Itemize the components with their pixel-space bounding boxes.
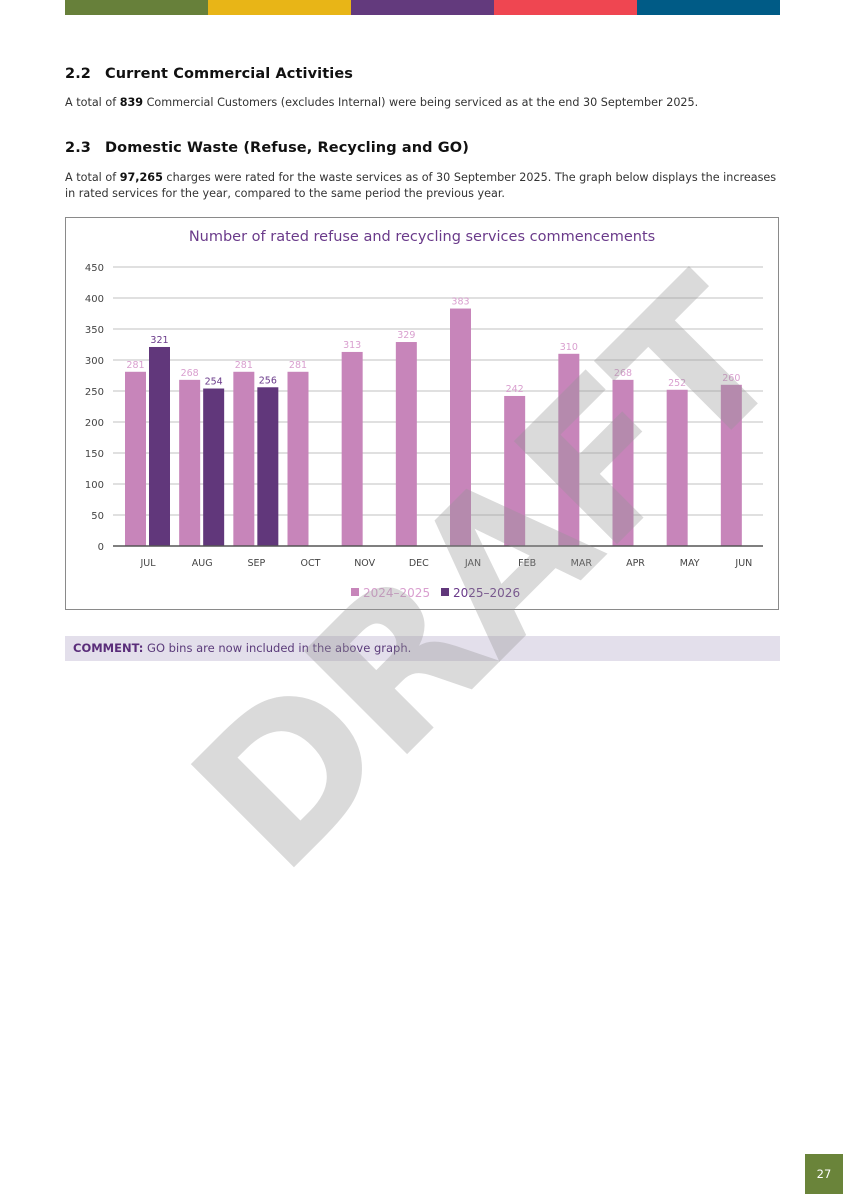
x-tick-label: JAN bbox=[464, 558, 481, 569]
data-label: 281 bbox=[235, 360, 253, 371]
comment-text: GO bins are now included in the above gr… bbox=[143, 641, 412, 655]
y-tick-label: 200 bbox=[85, 418, 104, 429]
comment-box: COMMENT: GO bins are now included in the… bbox=[65, 636, 780, 661]
bar-20242025-aug bbox=[179, 379, 201, 546]
section-number: 2.2 bbox=[65, 66, 91, 82]
customer-count: 839 bbox=[119, 96, 144, 109]
legend-label: 2025–2026 bbox=[453, 586, 520, 600]
charges-count: 97,265 bbox=[119, 171, 163, 184]
x-tick-label: MAR bbox=[571, 558, 593, 569]
x-tick-label: SEP bbox=[247, 558, 265, 569]
section-title: Domestic Waste (Refuse, Recycling and GO… bbox=[105, 140, 469, 156]
bar-20242025-feb bbox=[504, 395, 526, 546]
x-tick-label: NOV bbox=[354, 558, 375, 569]
x-tick-label: AUG bbox=[192, 558, 213, 569]
section-heading-2-2: 2.2 Current Commercial Activities bbox=[65, 66, 353, 82]
bar-20242025-apr bbox=[612, 379, 634, 546]
x-tick-label: DEC bbox=[409, 558, 429, 569]
chart-plot-area: 0 50 100 150 200 250 300 350 400 450 281 321 JUL 268 2… bbox=[85, 263, 763, 600]
bar-20242025-mar bbox=[558, 353, 580, 546]
bar-chart: Number of rated refuse and recycling ser… bbox=[65, 217, 779, 610]
bar-20242025-jun bbox=[720, 384, 742, 546]
color-bar-segment bbox=[637, 0, 780, 15]
paragraph-text: A total of bbox=[65, 171, 120, 184]
bar-20252026-sep bbox=[257, 387, 279, 546]
y-tick-label: 100 bbox=[85, 480, 104, 491]
legend-swatch bbox=[441, 588, 449, 596]
section-title: Current Commercial Activities bbox=[105, 66, 353, 82]
data-label: 281 bbox=[126, 360, 144, 371]
y-tick-label: 250 bbox=[85, 387, 104, 398]
bar-20252026-jul bbox=[149, 346, 170, 546]
data-label: 268 bbox=[614, 368, 632, 379]
bar-20242025-nov bbox=[341, 351, 363, 546]
section-number: 2.3 bbox=[65, 140, 91, 156]
comment-label: COMMENT: bbox=[73, 641, 144, 655]
y-tick-label: 400 bbox=[85, 294, 104, 305]
data-label: 252 bbox=[668, 378, 686, 389]
bar-20242025-oct bbox=[287, 371, 309, 546]
y-tick-label: 350 bbox=[85, 325, 104, 336]
data-label: 321 bbox=[150, 335, 168, 346]
paragraph-text: A total of bbox=[65, 96, 120, 109]
legend-swatch bbox=[351, 588, 359, 596]
color-bar-segment bbox=[351, 0, 494, 15]
commercial-customers-paragraph: A total of 839 Commercial Customers (exc… bbox=[65, 95, 780, 111]
bar-20242025-sep bbox=[233, 371, 255, 546]
data-label: 313 bbox=[343, 340, 361, 351]
section-heading-2-3: 2.3 Domestic Waste (Refuse, Recycling and… bbox=[65, 140, 469, 156]
bar-20242025-may bbox=[666, 389, 688, 546]
x-tick-label: FEB bbox=[518, 558, 536, 569]
x-tick-label: JUN bbox=[734, 558, 752, 569]
paragraph-text: Commercial Customers (excludes Internal)… bbox=[143, 96, 699, 109]
bar-20242025-jul bbox=[125, 371, 146, 546]
color-bar-segment bbox=[208, 0, 351, 15]
x-tick-label: OCT bbox=[301, 558, 321, 569]
y-tick-label: 150 bbox=[85, 449, 104, 460]
brand-color-bar bbox=[65, 0, 780, 15]
data-label: 310 bbox=[560, 342, 578, 353]
y-tick-label: 300 bbox=[85, 356, 104, 367]
color-bar-segment bbox=[494, 0, 637, 15]
paragraph-text: charges were rated for the waste service… bbox=[65, 171, 777, 200]
y-tick-label: 450 bbox=[85, 263, 104, 274]
y-tick-label: 0 bbox=[98, 542, 104, 553]
legend-label: 2024–2025 bbox=[363, 586, 430, 600]
data-label: 256 bbox=[259, 375, 277, 386]
color-bar-segment bbox=[65, 0, 208, 15]
y-tick-label: 50 bbox=[91, 511, 104, 522]
bar-20252026-aug bbox=[203, 388, 225, 546]
bar-20242025-dec bbox=[395, 342, 417, 546]
data-label: 268 bbox=[181, 368, 199, 379]
data-label: 281 bbox=[289, 360, 307, 371]
data-label: 329 bbox=[397, 330, 415, 341]
data-label: 254 bbox=[205, 377, 223, 388]
data-label: 242 bbox=[506, 384, 524, 395]
chart-title: Number of rated refuse and recycling ser… bbox=[188, 229, 656, 245]
page-number: 27 bbox=[805, 1154, 843, 1194]
bar-20242025-jan bbox=[450, 308, 471, 546]
x-tick-label: APR bbox=[626, 558, 645, 569]
x-tick-label: MAY bbox=[680, 558, 700, 569]
data-label: 383 bbox=[451, 297, 469, 308]
x-tick-label: JUL bbox=[139, 558, 156, 569]
domestic-waste-paragraph: A total of 97,265 charges were rated for… bbox=[65, 170, 780, 202]
data-label: 260 bbox=[722, 373, 740, 384]
